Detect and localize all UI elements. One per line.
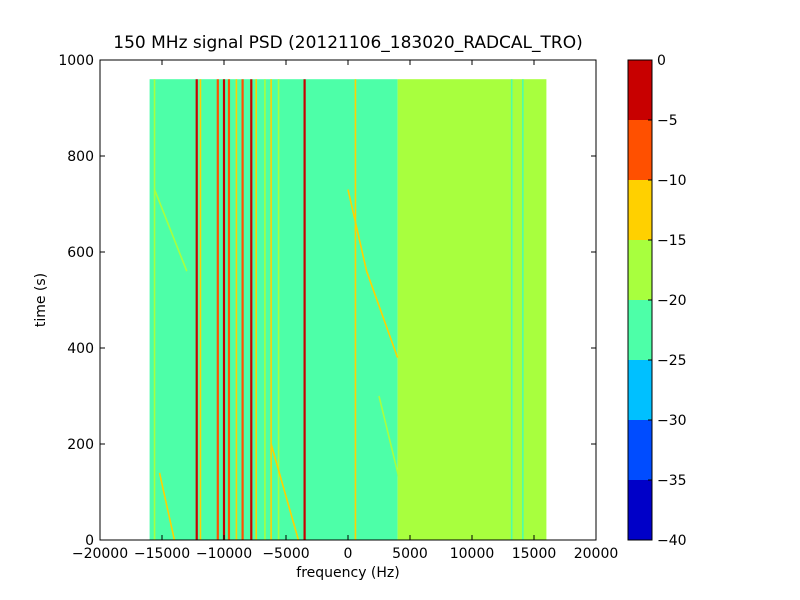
- x-tick-labels: −20000 −15000 −10000 −5000 0 5000 10000 15000 20…: [72, 546, 618, 562]
- x-tick-label-6: 10000: [450, 546, 495, 562]
- diagonal-feature-2: [270, 443, 300, 540]
- colorbar-band-7: [628, 60, 652, 120]
- colorbar-tick-label-8: 0: [657, 53, 666, 69]
- x-tick-label-1: −15000: [134, 546, 190, 562]
- colorbar-bands: [628, 60, 652, 540]
- x-tick-label-5: 5000: [392, 546, 428, 562]
- y-tick-label-1: 200: [67, 437, 94, 453]
- x-tick-label-3: −5000: [262, 546, 309, 562]
- colorbar-band-5: [628, 180, 652, 240]
- colorbar-tick-label-4: −20: [657, 293, 687, 309]
- x-tick-label-2: −10000: [196, 546, 252, 562]
- heatmap-region-0: [149, 79, 398, 540]
- colorbar-tick-label-1: −35: [657, 473, 687, 489]
- colorbar-tick-label-6: −10: [657, 173, 687, 189]
- x-tick-label-7: 15000: [512, 546, 557, 562]
- diagonal-feature-3: [347, 189, 399, 358]
- heatmap-region-1: [397, 79, 547, 540]
- y-tick-label-5: 1000: [58, 53, 94, 69]
- diagonal-feature-5: [524, 458, 545, 540]
- y-tick-label-3: 600: [67, 245, 94, 261]
- colorbar-tick-label-3: −25: [657, 353, 687, 369]
- colorbar-tick-label-2: −30: [657, 413, 687, 429]
- y-tick-label-2: 400: [67, 341, 94, 357]
- diagonal-feature-1: [153, 189, 188, 272]
- y-tick-label-4: 800: [67, 149, 94, 165]
- x-tick-label-0: −20000: [72, 546, 128, 562]
- colorbar-ticks: −40 −35 −30 −25 −20 −15 −10 −5 0: [648, 53, 687, 549]
- colorbar-band-6: [628, 120, 652, 180]
- colorbar-band-4: [628, 240, 652, 300]
- plot-area: [99, 59, 597, 541]
- colorbar-band-0: [628, 480, 652, 540]
- colorbar-tick-label-5: −15: [657, 233, 687, 249]
- x-axis-label: frequency (Hz): [296, 565, 399, 581]
- colorbar-frame: [627, 59, 653, 541]
- colorbar-tick-label-7: −5: [657, 113, 678, 129]
- colorbar: −40 −35 −30 −25 −20 −15 −10 −5 0: [627, 53, 687, 549]
- colorbar-band-2: [628, 360, 652, 420]
- colorbar-band-3: [628, 300, 652, 360]
- diagonal-feature-0: [158, 472, 176, 540]
- colorbar-band-1: [628, 420, 652, 480]
- plot-frame: [99, 59, 597, 541]
- heatmap-layer: [149, 79, 547, 540]
- colorbar-tick-label-0: −40: [657, 533, 687, 549]
- x-tick-label-4: 0: [344, 546, 353, 562]
- x-tick-label-8: 20000: [574, 546, 619, 562]
- y-tick-label-0: 0: [85, 533, 94, 549]
- y-axis-label: time (s): [33, 273, 49, 327]
- diagonal-feature-4: [378, 395, 401, 483]
- y-tick-labels: 0 200 400 600 800 1000: [58, 53, 94, 549]
- chart-title: 150 MHz signal PSD (20121106_183020_RADC…: [113, 33, 582, 53]
